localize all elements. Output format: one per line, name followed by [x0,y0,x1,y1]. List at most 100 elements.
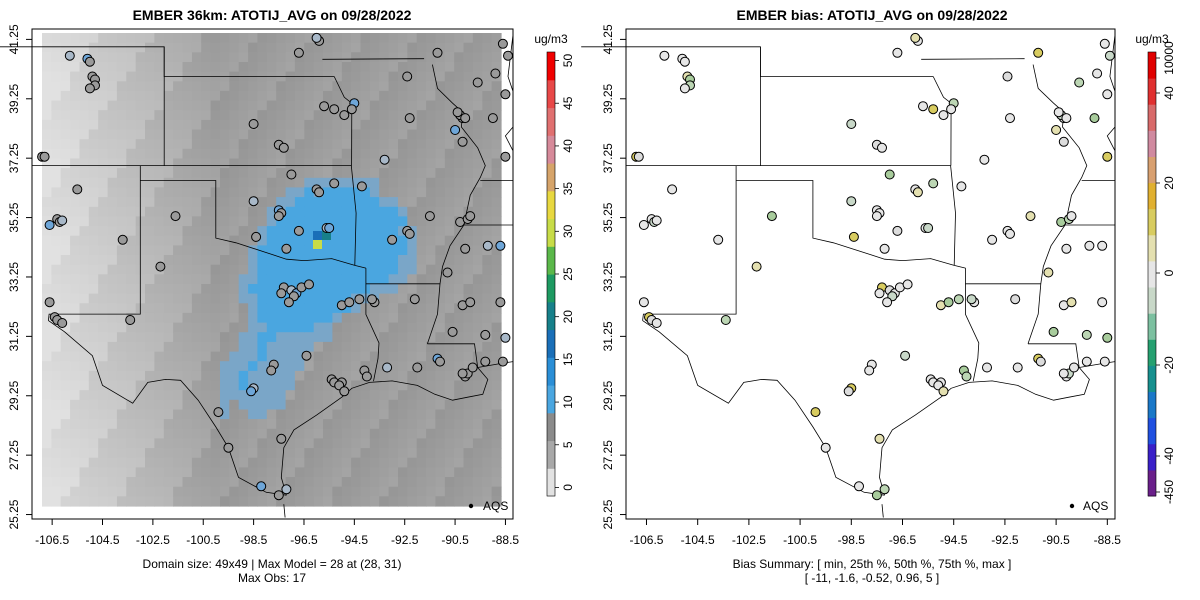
model-grid-cell [51,438,62,449]
model-grid-cell [191,255,202,266]
model-grid-cell [88,467,99,478]
model-grid-cell [388,312,399,324]
model-grid-cell [416,380,427,391]
model-grid-cell [116,486,127,497]
model-grid-cell [220,448,230,459]
model-grid-cell [182,370,193,382]
model-grid-cell [210,496,221,507]
model-grid-cell [304,62,315,73]
model-grid-cell [116,380,127,391]
model-grid-cell [98,177,109,189]
model-grid-cell [163,139,174,150]
model-grid-cell [360,428,371,440]
model-grid-cell [126,351,137,362]
model-grid-cell [360,322,371,333]
model-grid-cell [42,129,52,140]
bias-station-marker [900,350,911,361]
model-grid-cell [276,197,287,208]
model-grid-cell [42,100,52,111]
model-grid-cell [416,486,427,497]
model-grid-cell [285,139,296,150]
model-grid-cell [426,284,437,295]
model-grid-cell [116,351,127,362]
model-grid-cell [51,370,62,382]
model-grid-cell [248,226,259,237]
model-grid-cell [173,370,184,382]
model-grid-cell [238,197,249,208]
model-grid-cell [116,158,127,169]
model-grid-cell [135,90,146,102]
model-grid-cell [248,467,259,478]
lon-tick-label: -94.5 [940,533,968,547]
model-grid-cell [145,496,155,507]
model-grid-cell [163,467,174,478]
model-grid-cell [201,206,212,218]
model-grid-cell [60,399,71,411]
model-grid-cell [435,255,446,266]
model-grid-cell [257,341,268,353]
bias-station-marker [1010,294,1021,305]
model-grid-cell [369,322,380,333]
model-grid-cell [70,332,81,343]
model-grid-cell [173,322,184,333]
model-grid-cell [435,33,446,44]
model-grid-cell [388,245,399,256]
model-grid-cell [107,341,118,353]
colorbar-tick-label: 50 [561,54,575,68]
model-grid-cell [79,158,90,169]
model-grid-cell [435,81,446,92]
model-grid-cell [435,52,446,63]
model-grid-cell [416,216,427,227]
aqs-station-marker [447,326,458,337]
model-grid-cell [276,52,287,63]
model-grid-cell [229,312,240,324]
model-grid-cell [304,100,315,111]
model-grid-cell [482,293,493,304]
model-grid-cell [444,390,455,401]
model-grid-cell [416,158,427,169]
model-grid-cell [444,341,455,353]
state-border [140,180,366,269]
model-grid-cell [70,158,81,169]
model-grid-cell [463,139,474,150]
model-grid-cell [88,428,99,440]
model-grid-cell [42,71,52,82]
model-grid-cell [220,168,230,179]
model-grid-cell [220,274,230,285]
model-grid-cell [70,42,81,53]
model-grid-cell [472,42,483,53]
model-grid-cell [407,100,418,111]
model-grid-cell [482,148,493,160]
model-grid-cell [323,90,333,102]
model-grid-cell [416,284,427,295]
model-grid-cell [70,419,81,430]
model-grid-cell [182,477,193,488]
model-grid-cell [182,438,193,449]
model-grid-cell [182,226,193,237]
model-grid-cell [79,380,90,391]
model-grid-cell [379,477,390,488]
model-grid-cell [126,477,137,488]
model-grid-cell [201,332,212,343]
model-grid-cell [323,428,333,440]
model-grid-cell [379,245,390,256]
model-grid-cell [42,187,52,198]
model-grid-cell [379,284,390,295]
model-grid-cell [313,322,324,333]
bias-station-marker [982,362,992,373]
model-grid-cell [285,255,296,266]
model-grid-cell [332,42,343,53]
model-grid-cell [88,187,99,198]
model-grid-cell [51,52,62,63]
model-grid-cell [229,457,240,468]
lon-tick-label: -96.5 [290,533,318,547]
model-grid-cell [463,119,474,131]
model-grid-cell [229,448,240,459]
model-grid-cell [285,110,296,121]
model-grid-cell [248,158,259,169]
model-grid-cell [294,409,305,420]
model-grid-cell [145,303,155,314]
model-grid-cell [60,419,71,430]
model-grid-cell [51,129,62,140]
model-grid-cell [360,62,371,73]
